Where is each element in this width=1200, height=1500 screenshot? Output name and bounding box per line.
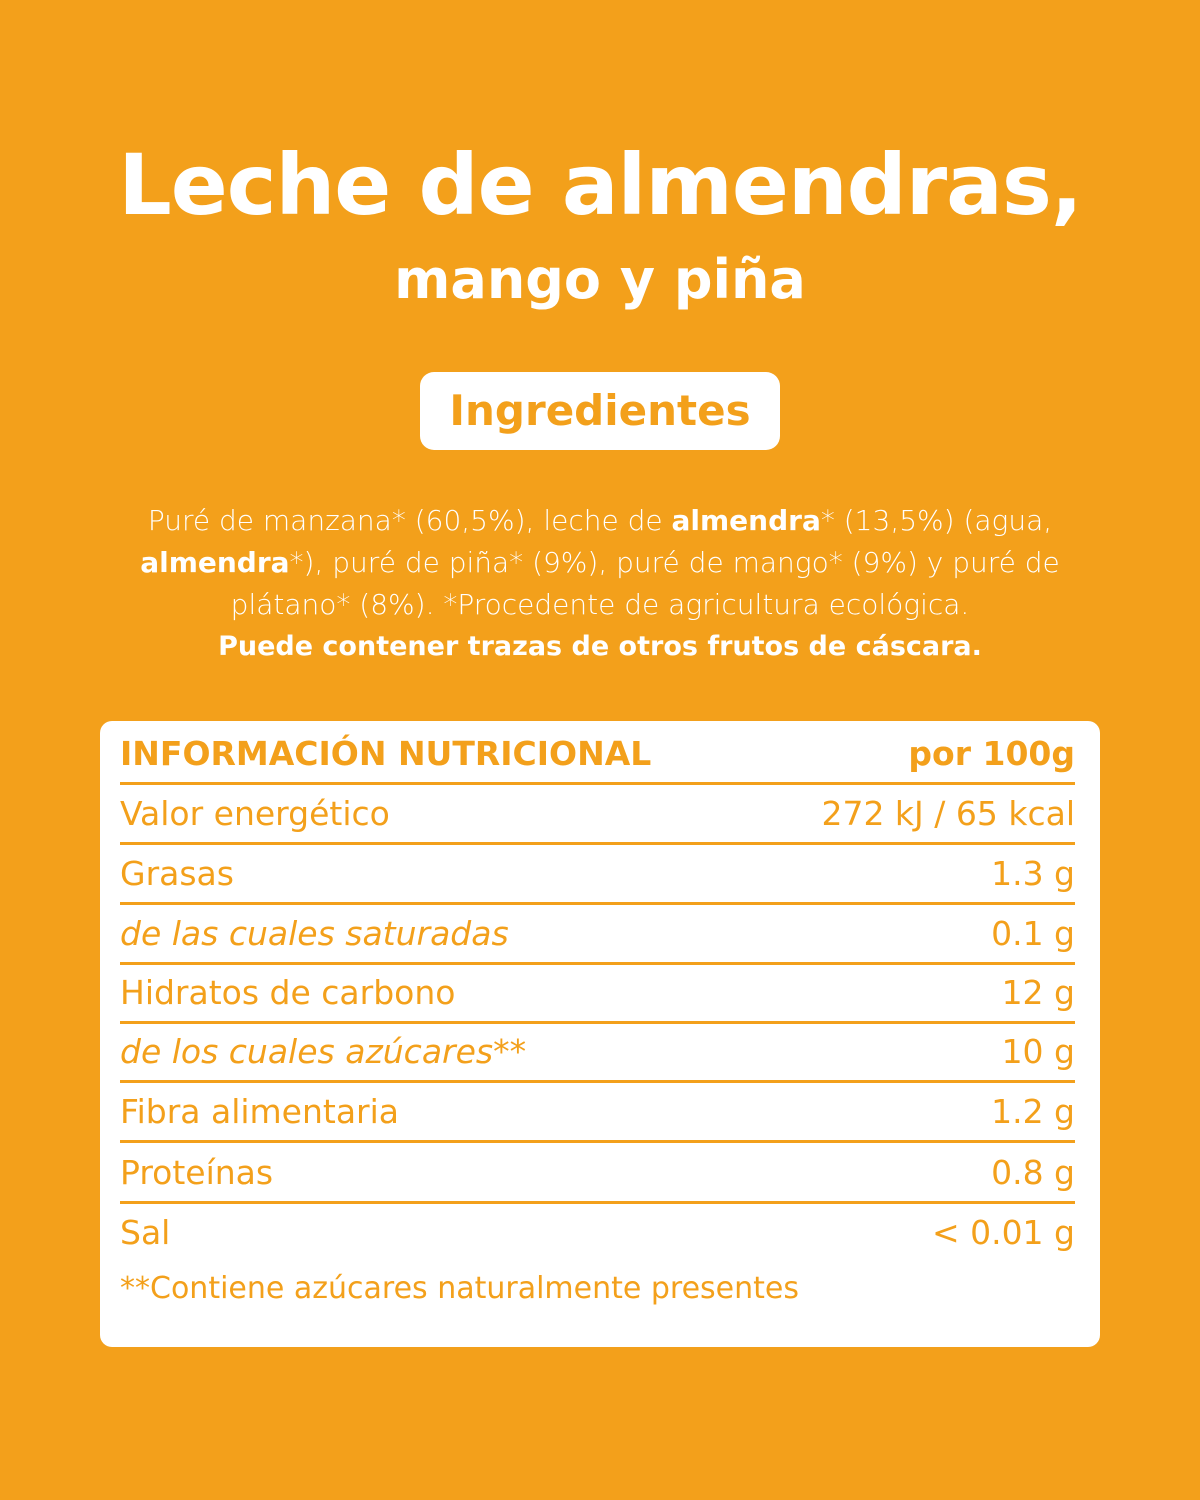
nutrient: de los cuales azúcares** [120,1032,527,1071]
amount: < 0.01 g [931,1213,1075,1252]
nutrient: Grasas [120,854,234,893]
ingredient-allergen: almendra [671,504,821,537]
amount: 1.2 g [991,1092,1075,1131]
amount: 12 g [1001,973,1075,1012]
table-row: de los cuales azúcares** 10 g [120,1023,1075,1083]
ingredient-text: * (13,5%) (agua, [820,504,1053,537]
amount: 0.8 g [991,1153,1075,1192]
ingredient-allergen: almendra [140,546,290,579]
table-row: Grasas 1.3 g [120,845,1075,905]
badge: Ingredientes [420,372,780,450]
amount: 0.1 g [991,914,1075,953]
amount: 1.3 g [991,854,1075,893]
header-cell: INFORMACIÓN NUTRICIONAL [120,734,652,773]
amount: 272 kJ / 65 kcal [821,794,1075,833]
footnote: **Contiene azúcares naturalmente present… [120,1271,799,1306]
table-row: Hidratos de carbono 12 g [120,964,1075,1024]
ingredients: Puré de manzana* (60,5%), leche de almen… [110,500,1090,668]
nutrient: Valor energético [120,794,390,833]
table-row: Valor energético 272 kJ / 65 kcal [120,785,1075,845]
title: Leche de almendras, [118,136,1083,234]
nutrient: de las cuales saturadas [120,914,509,953]
table-row: Fibra alimentaria 1.2 g [120,1083,1075,1143]
table-row: de las cuales saturadas 0.1 g [120,905,1075,965]
subtitle: mango y piña [394,248,806,311]
nutrient: Proteínas [120,1153,274,1192]
ingredient-text: *), puré de piña* (9%), puré de mango* (… [230,546,1060,621]
amount: 10 g [1001,1032,1075,1071]
nutrient: Sal [120,1213,171,1252]
table-row: Sal < 0.01 g [120,1204,1075,1261]
ingredient-text: Puré de manzana* (60,5%), leche de [147,504,672,537]
nutrient: Hidratos de carbono [120,973,456,1012]
allergen-note: Puede contener trazas de otros frutos de… [218,631,982,662]
table-header: INFORMACIÓN NUTRICIONAL por 100g [120,725,1075,785]
header-cell: por 100g [908,734,1075,773]
nutrient: Fibra alimentaria [120,1092,400,1131]
table-row: Proteínas 0.8 g [120,1144,1075,1204]
nutrition-table: INFORMACIÓN NUTRICIONAL por 100g Valor en… [100,721,1100,1347]
